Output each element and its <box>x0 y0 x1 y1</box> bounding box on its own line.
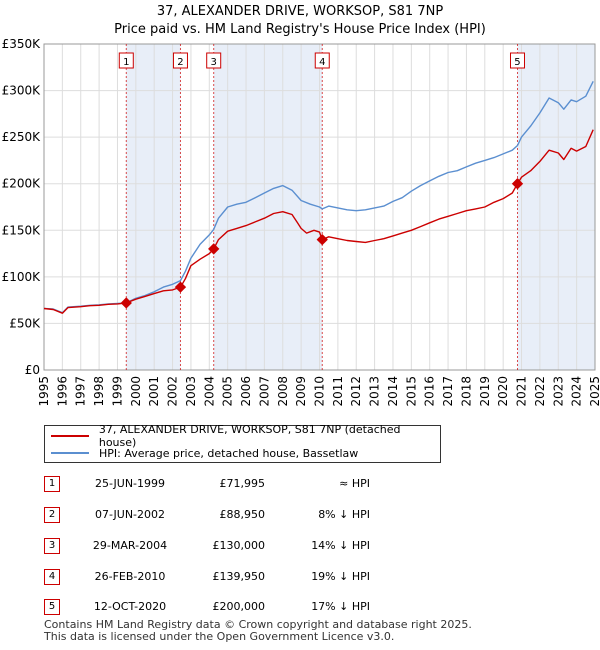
sale-badge: 1 <box>44 476 60 492</box>
y-tick-label: £350K <box>2 37 42 51</box>
sale-number-box <box>206 52 222 69</box>
sale-price: £130,000 <box>212 539 266 552</box>
sale-badge: 3 <box>44 538 60 554</box>
y-tick-label: £250K <box>2 130 42 144</box>
x-tick-label: 2021 <box>515 376 529 407</box>
sale-point <box>316 233 328 246</box>
sale-hpi-relation: ≈ HPI <box>339 477 370 490</box>
sale-point <box>174 281 187 293</box>
sale-row: 2 07-JUN-2002 £88,950 8% ↓ HPI <box>0 505 600 527</box>
ownership-shade <box>517 44 595 370</box>
series-line-property <box>43 129 594 314</box>
x-tick-label: 2003 <box>184 376 198 407</box>
sale-date: 12-OCT-2020 <box>93 600 167 613</box>
plot-frame <box>43 43 596 371</box>
sale-hpi-relation: 19% ↓ HPI <box>311 570 370 583</box>
x-tick-label: 2025 <box>588 376 600 407</box>
x-tick-label: 2002 <box>166 376 180 407</box>
sale-number-box <box>118 52 134 69</box>
x-tick-label: 2001 <box>147 376 161 407</box>
sale-number-label: 2 <box>177 57 183 68</box>
sale-row: 1 25-JUN-1999 £71,995 ≈ HPI <box>0 474 600 496</box>
y-tick-label: £50K <box>9 316 41 330</box>
sale-hpi-relation: 17% ↓ HPI <box>311 600 370 613</box>
chart-title: 37, ALEXANDER DRIVE, WORKSOP, S81 7NP <box>156 4 444 19</box>
y-tick-label: £200K <box>2 177 42 191</box>
legend: 37, ALEXANDER DRIVE, WORKSOP, S81 7NP (d… <box>44 423 441 463</box>
sale-price: £200,000 <box>212 600 266 613</box>
x-tick-label: 2000 <box>129 376 143 407</box>
legend-item-hpi: HPI: Average price, detached house, Bass… <box>51 445 358 461</box>
footer-copyright: Contains HM Land Registry data © Crown c… <box>44 618 472 631</box>
x-tick-label: 2004 <box>202 376 216 407</box>
x-tick-label: 1998 <box>92 376 106 407</box>
sale-number-box <box>172 52 188 69</box>
ownership-shade <box>126 44 181 370</box>
y-tick-label: £100K <box>2 270 42 284</box>
sale-price: £88,950 <box>219 508 266 521</box>
x-tick-label: 2018 <box>459 376 473 407</box>
sale-hpi-relation: 14% ↓ HPI <box>311 539 370 552</box>
legend-swatch-property <box>51 435 89 437</box>
sale-row: 5 12-OCT-2020 £200,000 17% ↓ HPI <box>0 597 600 619</box>
x-tick-label: 2012 <box>349 376 363 407</box>
x-tick-label: 1996 <box>55 376 69 407</box>
sale-number-label: 5 <box>514 57 520 68</box>
y-tick-label: £300K <box>2 84 42 98</box>
legend-swatch-hpi <box>51 452 89 454</box>
x-tick-label: 2005 <box>221 376 235 407</box>
x-tick-label: 2022 <box>533 376 547 407</box>
legend-label-hpi: HPI: Average price, detached house, Bass… <box>99 446 359 460</box>
x-tick-label: 2008 <box>276 376 290 407</box>
x-tick-label: 2019 <box>478 376 492 407</box>
sale-date: 29-MAR-2004 <box>92 539 168 552</box>
sale-number-label: 1 <box>123 57 129 68</box>
x-tick-label: 2017 <box>441 376 455 407</box>
footer-licence: This data is licensed under the Open Gov… <box>44 630 395 643</box>
series-line-hpi <box>43 80 594 314</box>
x-tick-label: 2010 <box>313 376 327 407</box>
x-tick-label: 1999 <box>110 376 124 407</box>
legend-item-property: 37, ALEXANDER DRIVE, WORKSOP, S81 7NP (d… <box>51 423 440 449</box>
sale-number-box <box>314 52 330 69</box>
x-tick-label: 1997 <box>74 376 88 407</box>
sale-number-label: 3 <box>211 57 217 68</box>
x-tick-label: 2020 <box>496 376 510 407</box>
sale-price: £139,950 <box>212 570 266 583</box>
sale-date: 07-JUN-2002 <box>94 508 166 521</box>
sale-badge: 2 <box>44 507 60 523</box>
sale-point <box>511 178 524 190</box>
footer: Contains HM Land Registry data © Crown c… <box>44 619 472 643</box>
chart-subtitle: Price paid vs. HM Land Registry's House … <box>114 22 486 37</box>
x-tick-label: 2016 <box>423 376 437 407</box>
sale-number-box <box>509 52 525 69</box>
x-tick-label: 2024 <box>570 376 584 407</box>
x-tick-label: 2014 <box>386 376 400 407</box>
ownership-shade <box>213 44 323 370</box>
price-chart: £0 £50K £100K £150K £200K £250K £300K £350K 1995… <box>2 37 600 407</box>
x-tick-label: 2015 <box>404 376 418 407</box>
y-tick-label: £150K <box>2 223 42 237</box>
x-tick-label: 1995 <box>37 376 51 407</box>
sale-price: £71,995 <box>219 477 266 490</box>
sale-point <box>208 243 220 255</box>
sale-date: 25-JUN-1999 <box>94 477 166 490</box>
sale-number-label: 4 <box>319 57 325 68</box>
x-tick-label: 2006 <box>239 376 253 407</box>
x-tick-label: 2013 <box>368 376 382 407</box>
y-tick-label: £0 <box>25 363 40 377</box>
x-tick-label: 2007 <box>257 376 271 407</box>
sale-row: 3 29-MAR-2004 £130,000 14% ↓ HPI <box>0 536 600 558</box>
sale-badge: 4 <box>44 569 60 585</box>
x-tick-label: 2011 <box>331 376 345 407</box>
x-tick-label: 2009 <box>294 376 308 407</box>
sale-hpi-relation: 8% ↓ HPI <box>318 508 370 521</box>
sale-badge: 5 <box>44 599 60 615</box>
sale-row: 4 26-FEB-2010 £139,950 19% ↓ HPI <box>0 567 600 589</box>
x-tick-label: 2023 <box>551 376 565 407</box>
legend-label-property: 37, ALEXANDER DRIVE, WORKSOP, S81 7NP (d… <box>98 423 401 449</box>
sale-date: 26-FEB-2010 <box>94 570 166 583</box>
